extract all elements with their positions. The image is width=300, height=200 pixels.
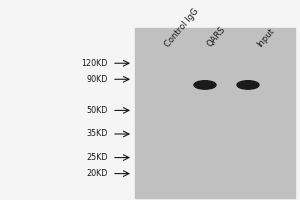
Text: QARS: QARS — [205, 25, 227, 49]
Text: 25KD: 25KD — [86, 153, 108, 162]
Text: 35KD: 35KD — [87, 129, 108, 138]
Text: Input: Input — [255, 27, 276, 49]
Text: 120KD: 120KD — [82, 59, 108, 68]
Text: 20KD: 20KD — [87, 169, 108, 178]
Bar — [135, 28, 295, 198]
Text: 50KD: 50KD — [87, 106, 108, 115]
Text: Control IgG: Control IgG — [163, 7, 200, 49]
Text: 90KD: 90KD — [87, 75, 108, 84]
Ellipse shape — [237, 81, 259, 89]
Ellipse shape — [194, 81, 216, 89]
